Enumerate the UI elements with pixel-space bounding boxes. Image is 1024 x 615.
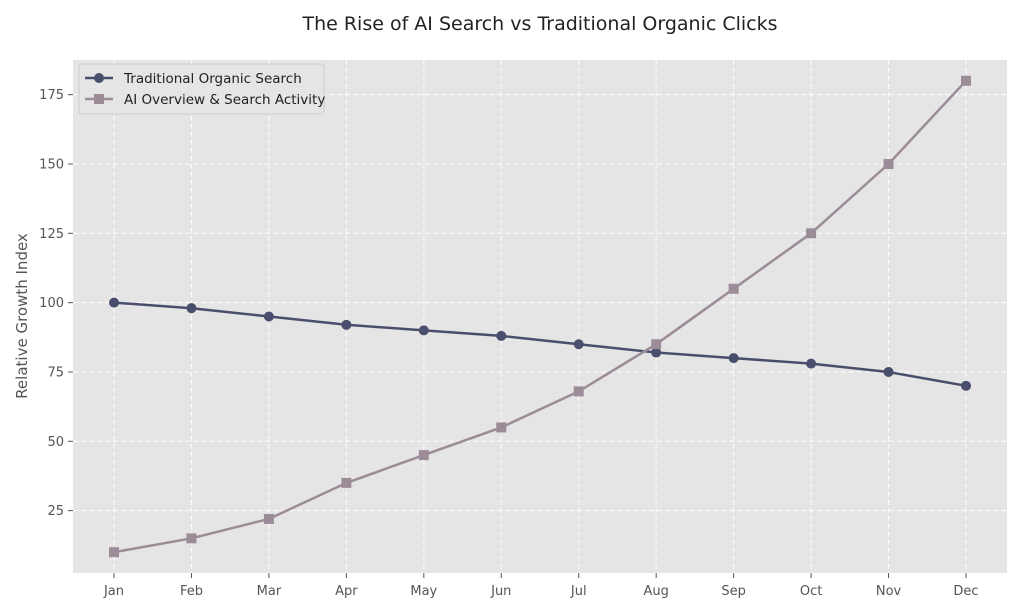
- x-tick-label: Aug: [643, 584, 668, 599]
- series-ai-overview-search-activity: [109, 75, 971, 558]
- data-point-traditional-organic-search-jun: [496, 330, 507, 341]
- y-axis: 25 50 75 100 125 150 175: [39, 88, 73, 519]
- data-point-ai-overview-search-activity-dec: [961, 75, 971, 86]
- y-tick-label: 50: [47, 435, 64, 450]
- data-point-ai-overview-search-activity-jan: [109, 547, 119, 558]
- x-axis: Jan Feb Mar Apr May Jun Jul Aug Sep Oct Nov Dec: [103, 573, 979, 599]
- x-tick-label: Sep: [721, 584, 746, 599]
- x-tick-label: Mar: [257, 584, 282, 599]
- data-point-ai-overview-search-activity-jul: [573, 386, 584, 397]
- legend: Traditional Organic Search AI Overview &…: [78, 63, 325, 115]
- y-tick-label: 175: [39, 88, 64, 103]
- y-tick-label: 100: [39, 296, 64, 311]
- y-tick-label: 125: [39, 227, 64, 242]
- data-point-traditional-organic-search-sep: [728, 353, 739, 364]
- data-point-traditional-organic-search-aug: [651, 347, 662, 358]
- data-point-traditional-organic-search-apr: [341, 319, 352, 330]
- data-point-traditional-organic-search-nov: [883, 366, 894, 377]
- x-tick-label: Feb: [180, 584, 203, 599]
- data-point-ai-overview-search-activity-sep: [728, 283, 739, 294]
- series-line-ai-overview-search-activity: [112, 79, 968, 554]
- data-point-ai-overview-search-activity-nov: [883, 158, 894, 169]
- y-tick-label: 150: [39, 157, 64, 172]
- data-point-ai-overview-search-activity-feb: [186, 533, 197, 544]
- grid: [73, 60, 1007, 573]
- legend-label-traditional-organic-search: Traditional Organic Search: [123, 71, 302, 87]
- x-tick-label: May: [410, 584, 437, 599]
- x-tick-label: Jun: [490, 584, 511, 599]
- data-point-ai-overview-search-activity-apr: [341, 477, 352, 488]
- data-point-ai-overview-search-activity-oct: [806, 228, 817, 239]
- data-point-traditional-organic-search-dec: [961, 380, 971, 391]
- series-line-traditional-organic-search: [112, 301, 968, 388]
- x-tick-label: Jul: [570, 584, 587, 599]
- series-layer: [109, 75, 971, 558]
- x-tick-label: Nov: [876, 584, 902, 599]
- data-point-ai-overview-search-activity-mar: [263, 513, 274, 524]
- data-point-traditional-organic-search-oct: [806, 358, 817, 369]
- chart-title: The Rise of AI Search vs Traditional Org…: [301, 13, 777, 35]
- x-tick-label: Oct: [800, 584, 822, 599]
- data-point-ai-overview-search-activity-jun: [496, 422, 507, 433]
- legend-marker-ai-overview-search-activity: [94, 94, 104, 104]
- data-point-traditional-organic-search-jan: [109, 297, 119, 308]
- y-tick-label: 75: [47, 365, 64, 380]
- data-point-traditional-organic-search-may: [418, 325, 429, 336]
- legend-label-ai-overview-search-activity: AI Overview & Search Activity: [124, 92, 325, 108]
- data-point-traditional-organic-search-mar: [263, 311, 274, 322]
- data-point-ai-overview-search-activity-may: [418, 450, 429, 461]
- x-tick-label: Apr: [335, 584, 358, 599]
- x-tick-label: Dec: [953, 584, 978, 599]
- series-traditional-organic-search: [109, 297, 971, 391]
- y-tick-label: 25: [47, 504, 64, 519]
- data-point-ai-overview-search-activity-aug: [651, 339, 662, 350]
- data-point-traditional-organic-search-feb: [186, 303, 197, 314]
- data-point-traditional-organic-search-jul: [573, 339, 584, 350]
- plot-area: [73, 60, 1007, 573]
- y-axis-label: Relative Growth Index: [13, 233, 31, 399]
- x-tick-label: Jan: [103, 584, 124, 599]
- legend-box: [78, 63, 325, 115]
- legend-marker-traditional-organic-search: [94, 73, 104, 83]
